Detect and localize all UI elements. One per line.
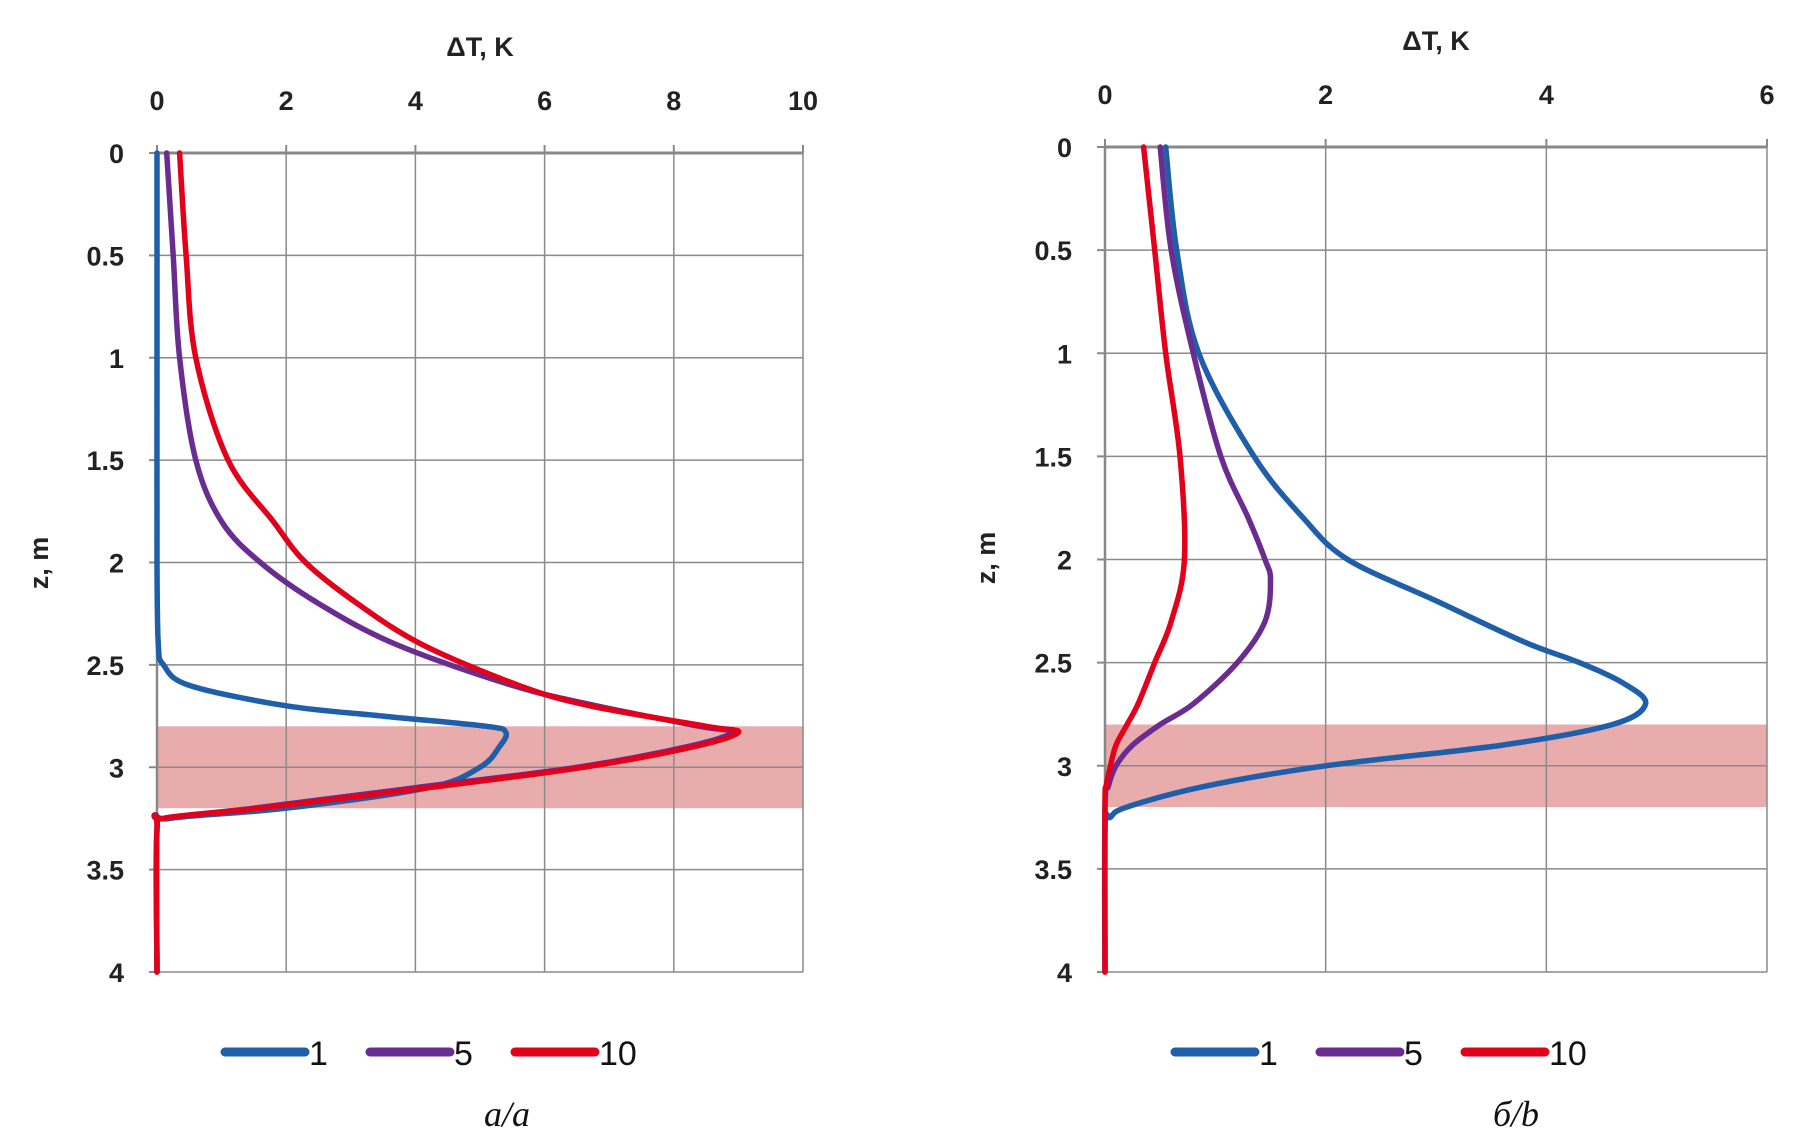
- x-tick-label: 0: [1097, 80, 1112, 110]
- x-tick-label: 8: [666, 86, 681, 116]
- legend-label: 10: [1549, 1035, 1587, 1073]
- x-tick-label: 2: [1318, 80, 1333, 110]
- series-line-1: [1101, 144, 1649, 975]
- plot-area: 0 2 4 6 8 10 0 0.5 1 1.5 2 2.5 3 3.5 4: [86, 86, 818, 988]
- series-line-10: [151, 150, 742, 975]
- y-tick-label: 4: [109, 958, 124, 988]
- y-tick-label: 1: [109, 344, 124, 374]
- y-tick-label: 3.5: [1034, 855, 1072, 885]
- y-tick-label: 1.5: [86, 446, 124, 476]
- y-tick-label: 1: [1057, 339, 1072, 369]
- x-tick-label: 0: [149, 86, 164, 116]
- y-tick-label: 1.5: [1034, 442, 1072, 472]
- panel-caption: б/b: [1493, 1094, 1539, 1134]
- legend-label: 5: [454, 1035, 473, 1073]
- legend: 1 5 10: [1170, 1035, 1587, 1073]
- plot-area: 0 2 4 6 0 0.5 1 1.5 2 2.5 3 3.5 4: [1034, 80, 1774, 988]
- y-tick-label: 2: [1057, 546, 1072, 576]
- legend: 1 5 10: [220, 1035, 637, 1073]
- y-tick-label: 0.5: [1034, 236, 1072, 266]
- x-tick-label: 6: [537, 86, 552, 116]
- x-tick-label: 4: [408, 86, 423, 116]
- y-axis-title: z, m: [24, 537, 54, 590]
- y-tick-label: 3.5: [86, 856, 124, 886]
- y-tick-label: 4: [1057, 958, 1072, 988]
- y-tick-label: 3: [109, 753, 124, 783]
- x-tick-label: 4: [1539, 80, 1554, 110]
- y-tick-label: 0: [109, 139, 124, 169]
- legend-label: 5: [1404, 1035, 1423, 1073]
- x-tick-label: 6: [1759, 80, 1774, 110]
- y-tick-label: 3: [1057, 752, 1072, 782]
- x-tick-label: 2: [279, 86, 294, 116]
- x-tick-label: 10: [788, 86, 818, 116]
- chart-panel-a: ΔT, K z, m a/a 0 2 4 6 8 10 0 0.5 1 1.5 2 2.5 3 3.5 4 1…: [24, 32, 818, 1134]
- y-tick-label: 0.5: [86, 241, 124, 271]
- legend-label: 1: [309, 1035, 328, 1073]
- legend-label: 10: [599, 1035, 637, 1073]
- y-axis-title: z, m: [971, 532, 1001, 585]
- legend-label: 1: [1259, 1035, 1278, 1073]
- y-tick-label: 2.5: [86, 651, 124, 681]
- y-tick-label: 2.5: [1034, 649, 1072, 679]
- chart-panel-b: ΔT, K z, m б/b 0 2 4 600.511.522.533.541 5 10: [971, 26, 1775, 1134]
- x-axis-title: ΔT, K: [446, 32, 514, 62]
- y-tick-label: 2: [109, 549, 124, 579]
- series-line-10: [1102, 144, 1188, 975]
- x-axis-title: ΔT, K: [1402, 26, 1470, 56]
- panel-caption: a/a: [484, 1094, 530, 1134]
- y-tick-label: 0: [1057, 133, 1072, 163]
